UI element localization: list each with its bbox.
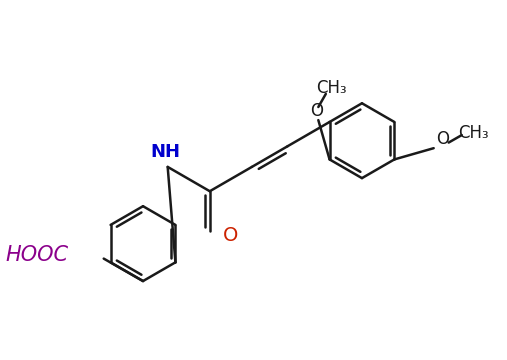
Text: O: O xyxy=(310,102,323,120)
Text: CH₃: CH₃ xyxy=(458,124,488,142)
Text: NH: NH xyxy=(151,143,181,161)
Text: HOOC: HOOC xyxy=(5,245,68,265)
Text: O: O xyxy=(223,226,238,245)
Text: CH₃: CH₃ xyxy=(316,79,347,97)
Text: O: O xyxy=(437,130,450,148)
